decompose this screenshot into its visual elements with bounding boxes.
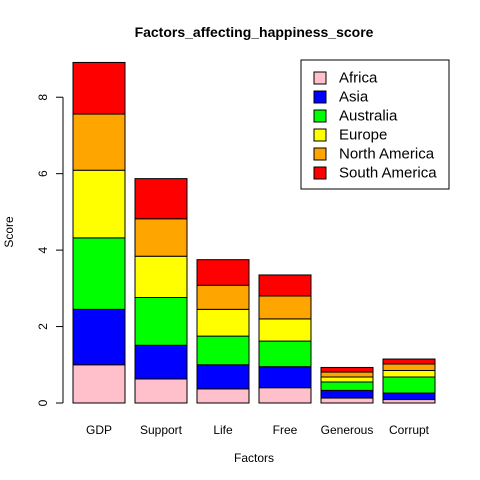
y-axis-label: Score: [2, 216, 16, 248]
y-tick-label: 2: [36, 323, 50, 330]
legend-entry: Europe: [339, 127, 387, 144]
bar-segment: [72, 308, 126, 366]
bar-segment: [134, 178, 188, 220]
bar-segment: [258, 274, 312, 297]
bar-segment: [196, 335, 250, 366]
bars: [72, 61, 436, 404]
bar-segment: [320, 366, 374, 373]
x-axis-label: Factors: [234, 451, 274, 465]
bar-segment: [382, 370, 436, 378]
legend-entry: North America: [339, 146, 435, 163]
legend-swatch: [313, 109, 327, 123]
bar-segment: [382, 363, 436, 372]
bar-segment: [72, 364, 126, 404]
bar-segment: [134, 255, 188, 299]
y-axis: 0 2 4 6 8: [36, 94, 64, 406]
x-tick-label: Generous: [321, 423, 374, 437]
bar-segment: [382, 399, 436, 404]
bar-segment: [196, 308, 250, 337]
bar-segment: [382, 358, 436, 365]
x-tick-label: Free: [273, 423, 298, 437]
bar-segment: [258, 340, 312, 368]
x-axis-tick-labels: GDP Support Life Free Generous Corrupt: [86, 423, 430, 437]
bar-segment: [382, 392, 436, 401]
legend-swatch: [313, 166, 327, 180]
bar-segment: [382, 376, 436, 394]
bar-segment: [134, 344, 188, 380]
bar-segment: [258, 295, 312, 320]
bar-segment: [320, 371, 374, 378]
x-tick-label: Life: [213, 423, 233, 437]
y-tick-label: 4: [36, 246, 50, 253]
y-tick-label: 6: [36, 170, 50, 177]
bar-segment: [72, 113, 126, 171]
y-tick-label: 0: [36, 399, 50, 406]
bar-segment: [196, 364, 250, 390]
bar-segment: [196, 284, 250, 310]
legend-swatch: [313, 147, 327, 161]
y-tick-label: 8: [36, 94, 50, 101]
bar-segment: [72, 237, 126, 310]
legend-swatch: [313, 90, 327, 104]
legend-entry: Australia: [339, 108, 398, 125]
bar-segment: [258, 366, 312, 389]
bar-segment: [196, 388, 250, 404]
bar-segment: [258, 318, 312, 342]
legend-entry: South America: [339, 165, 437, 182]
bar-segment: [320, 381, 374, 391]
legend-entry: Asia: [339, 89, 369, 106]
bar-segment: [320, 376, 374, 383]
legend-entry: Africa: [339, 70, 378, 87]
x-tick-label: Corrupt: [389, 423, 430, 437]
chart-title: Factors_affecting_happiness_score: [135, 24, 374, 40]
bar-segment: [134, 218, 188, 257]
bar-segment: [320, 389, 374, 399]
bar-segment: [196, 259, 250, 286]
bar-segment: [320, 397, 374, 404]
x-tick-label: GDP: [86, 423, 112, 437]
bar-segment: [72, 61, 126, 115]
x-tick-label: Support: [140, 423, 183, 437]
legend-swatch: [313, 71, 327, 85]
bar-segment: [134, 297, 188, 346]
legend-swatch: [313, 128, 327, 142]
bar-segment: [72, 169, 126, 239]
bar-segment: [258, 387, 312, 404]
legend: Africa Asia Australia Europe North America So…: [300, 59, 450, 190]
bar-segment: [134, 378, 188, 404]
